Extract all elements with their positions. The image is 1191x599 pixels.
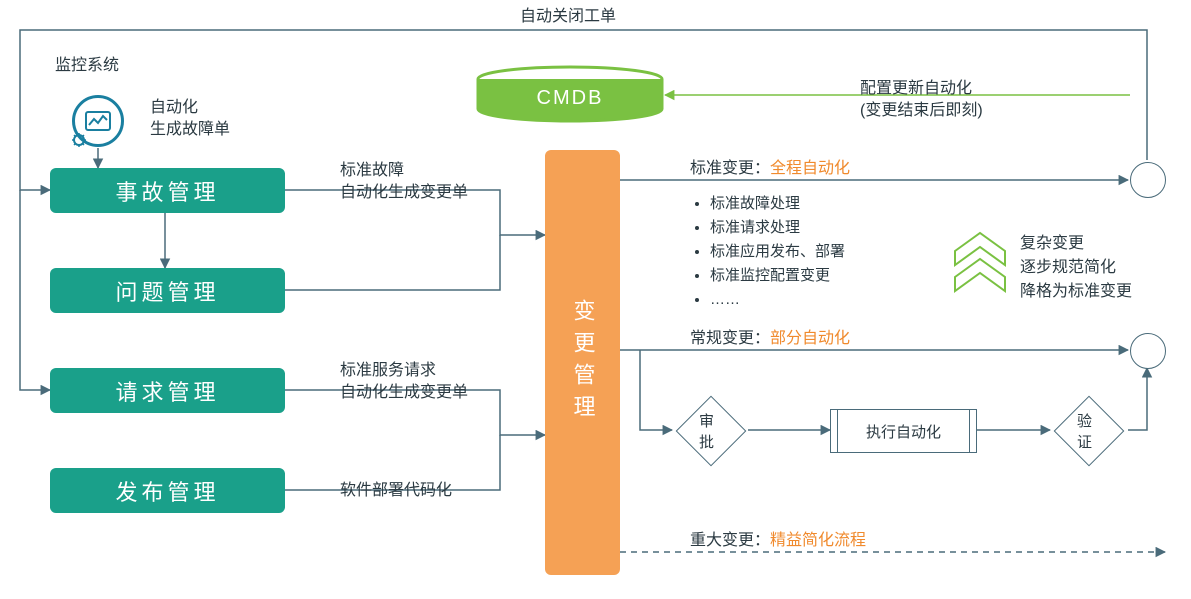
box-release: 发布管理 (50, 468, 285, 513)
lbl-release: 软件部署代码化 (340, 480, 452, 502)
std-change-label: 标准变更：全程自动化 (690, 158, 850, 180)
major-change-label: 重大变更：精益简化流程 (690, 530, 866, 552)
node-circle-right (1130, 333, 1166, 369)
up-caption: 复杂变更 逐步规范简化 降格为标准变更 (1020, 232, 1132, 304)
box-incident: 事故管理 (50, 168, 285, 213)
monitor-caption1: 自动化 (150, 97, 230, 119)
std-bullets: 标准故障处理 标准请求处理 标准应用发布、部署 标准监控配置变更 …… (690, 192, 845, 312)
cmdb-caption: 配置更新自动化 (变更结束后即刻) (860, 78, 983, 121)
lbl-incident: 标准故障 自动化生成变更单 (340, 160, 468, 203)
monitor-icon (72, 95, 124, 147)
lbl-request: 标准服务请求 自动化生成变更单 (340, 360, 468, 403)
node-exec: 执行自动化 (830, 409, 977, 453)
box-problem: 问题管理 (50, 268, 285, 313)
box-change: 变更管理 (545, 150, 620, 575)
cmdb-caption2: (变更结束后即刻) (860, 100, 983, 122)
normal-change-label: 常规变更：部分自动化 (690, 328, 850, 350)
monitor-caption: 自动化 生成故障单 (150, 97, 230, 140)
box-request: 请求管理 (50, 368, 285, 413)
top-label: 自动关闭工单 (520, 6, 616, 28)
monitor-title: 监控系统 (55, 55, 119, 77)
cmdb-label: CMDB (475, 87, 665, 110)
cmdb-caption1: 配置更新自动化 (860, 78, 983, 100)
up-chevrons (950, 225, 1010, 305)
node-circle-top (1130, 162, 1166, 198)
monitor-caption2: 生成故障单 (150, 119, 230, 141)
cmdb-node: CMDB (475, 65, 665, 120)
